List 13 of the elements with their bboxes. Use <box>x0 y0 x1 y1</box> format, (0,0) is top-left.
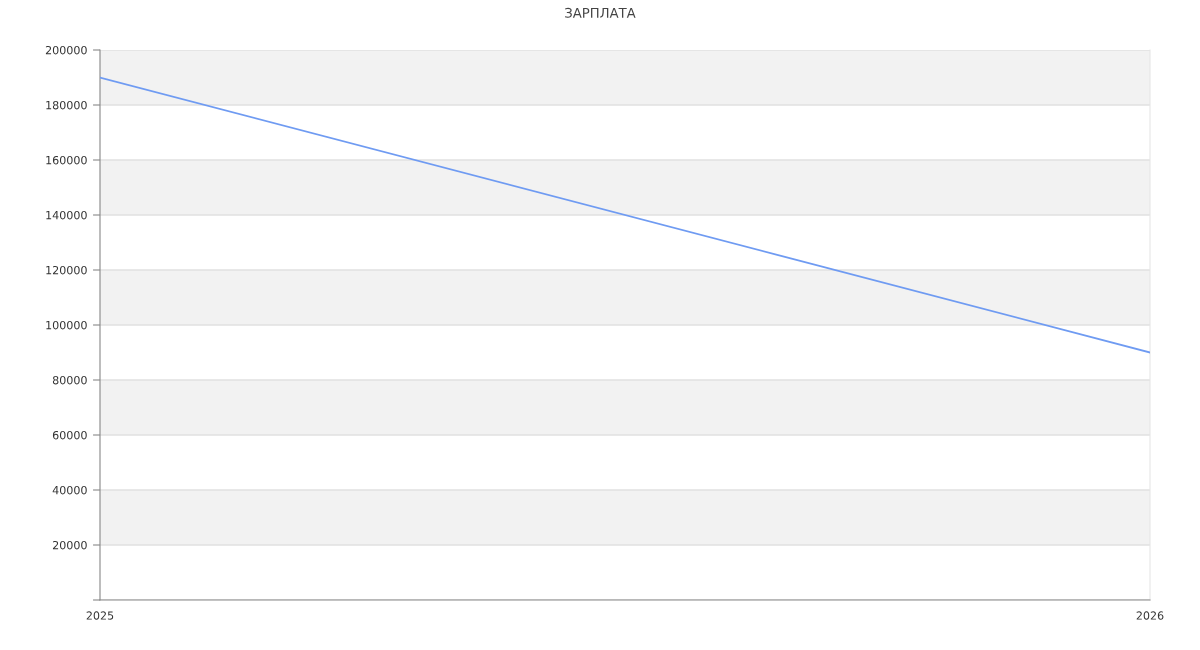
y-tick-label: 60000 <box>52 430 87 440</box>
y-tick-label: 40000 <box>52 485 87 495</box>
y-tick-label: 180000 <box>46 100 87 110</box>
y-tick-label: 120000 <box>46 265 87 275</box>
y-tick-label: 200000 <box>45 45 87 55</box>
y-tick-label: 140000 <box>46 210 87 220</box>
y-tick-label: 160000 <box>46 155 87 165</box>
chart-title: ЗАРПЛАТА <box>565 7 636 18</box>
x-tick-label: 2025 <box>86 611 114 620</box>
y-tick-label: 100000 <box>46 320 87 330</box>
y-tick-label: 80000 <box>52 375 87 385</box>
x-tick-label: 2026 <box>1136 611 1164 620</box>
y-tick-label: 20000 <box>52 540 87 550</box>
